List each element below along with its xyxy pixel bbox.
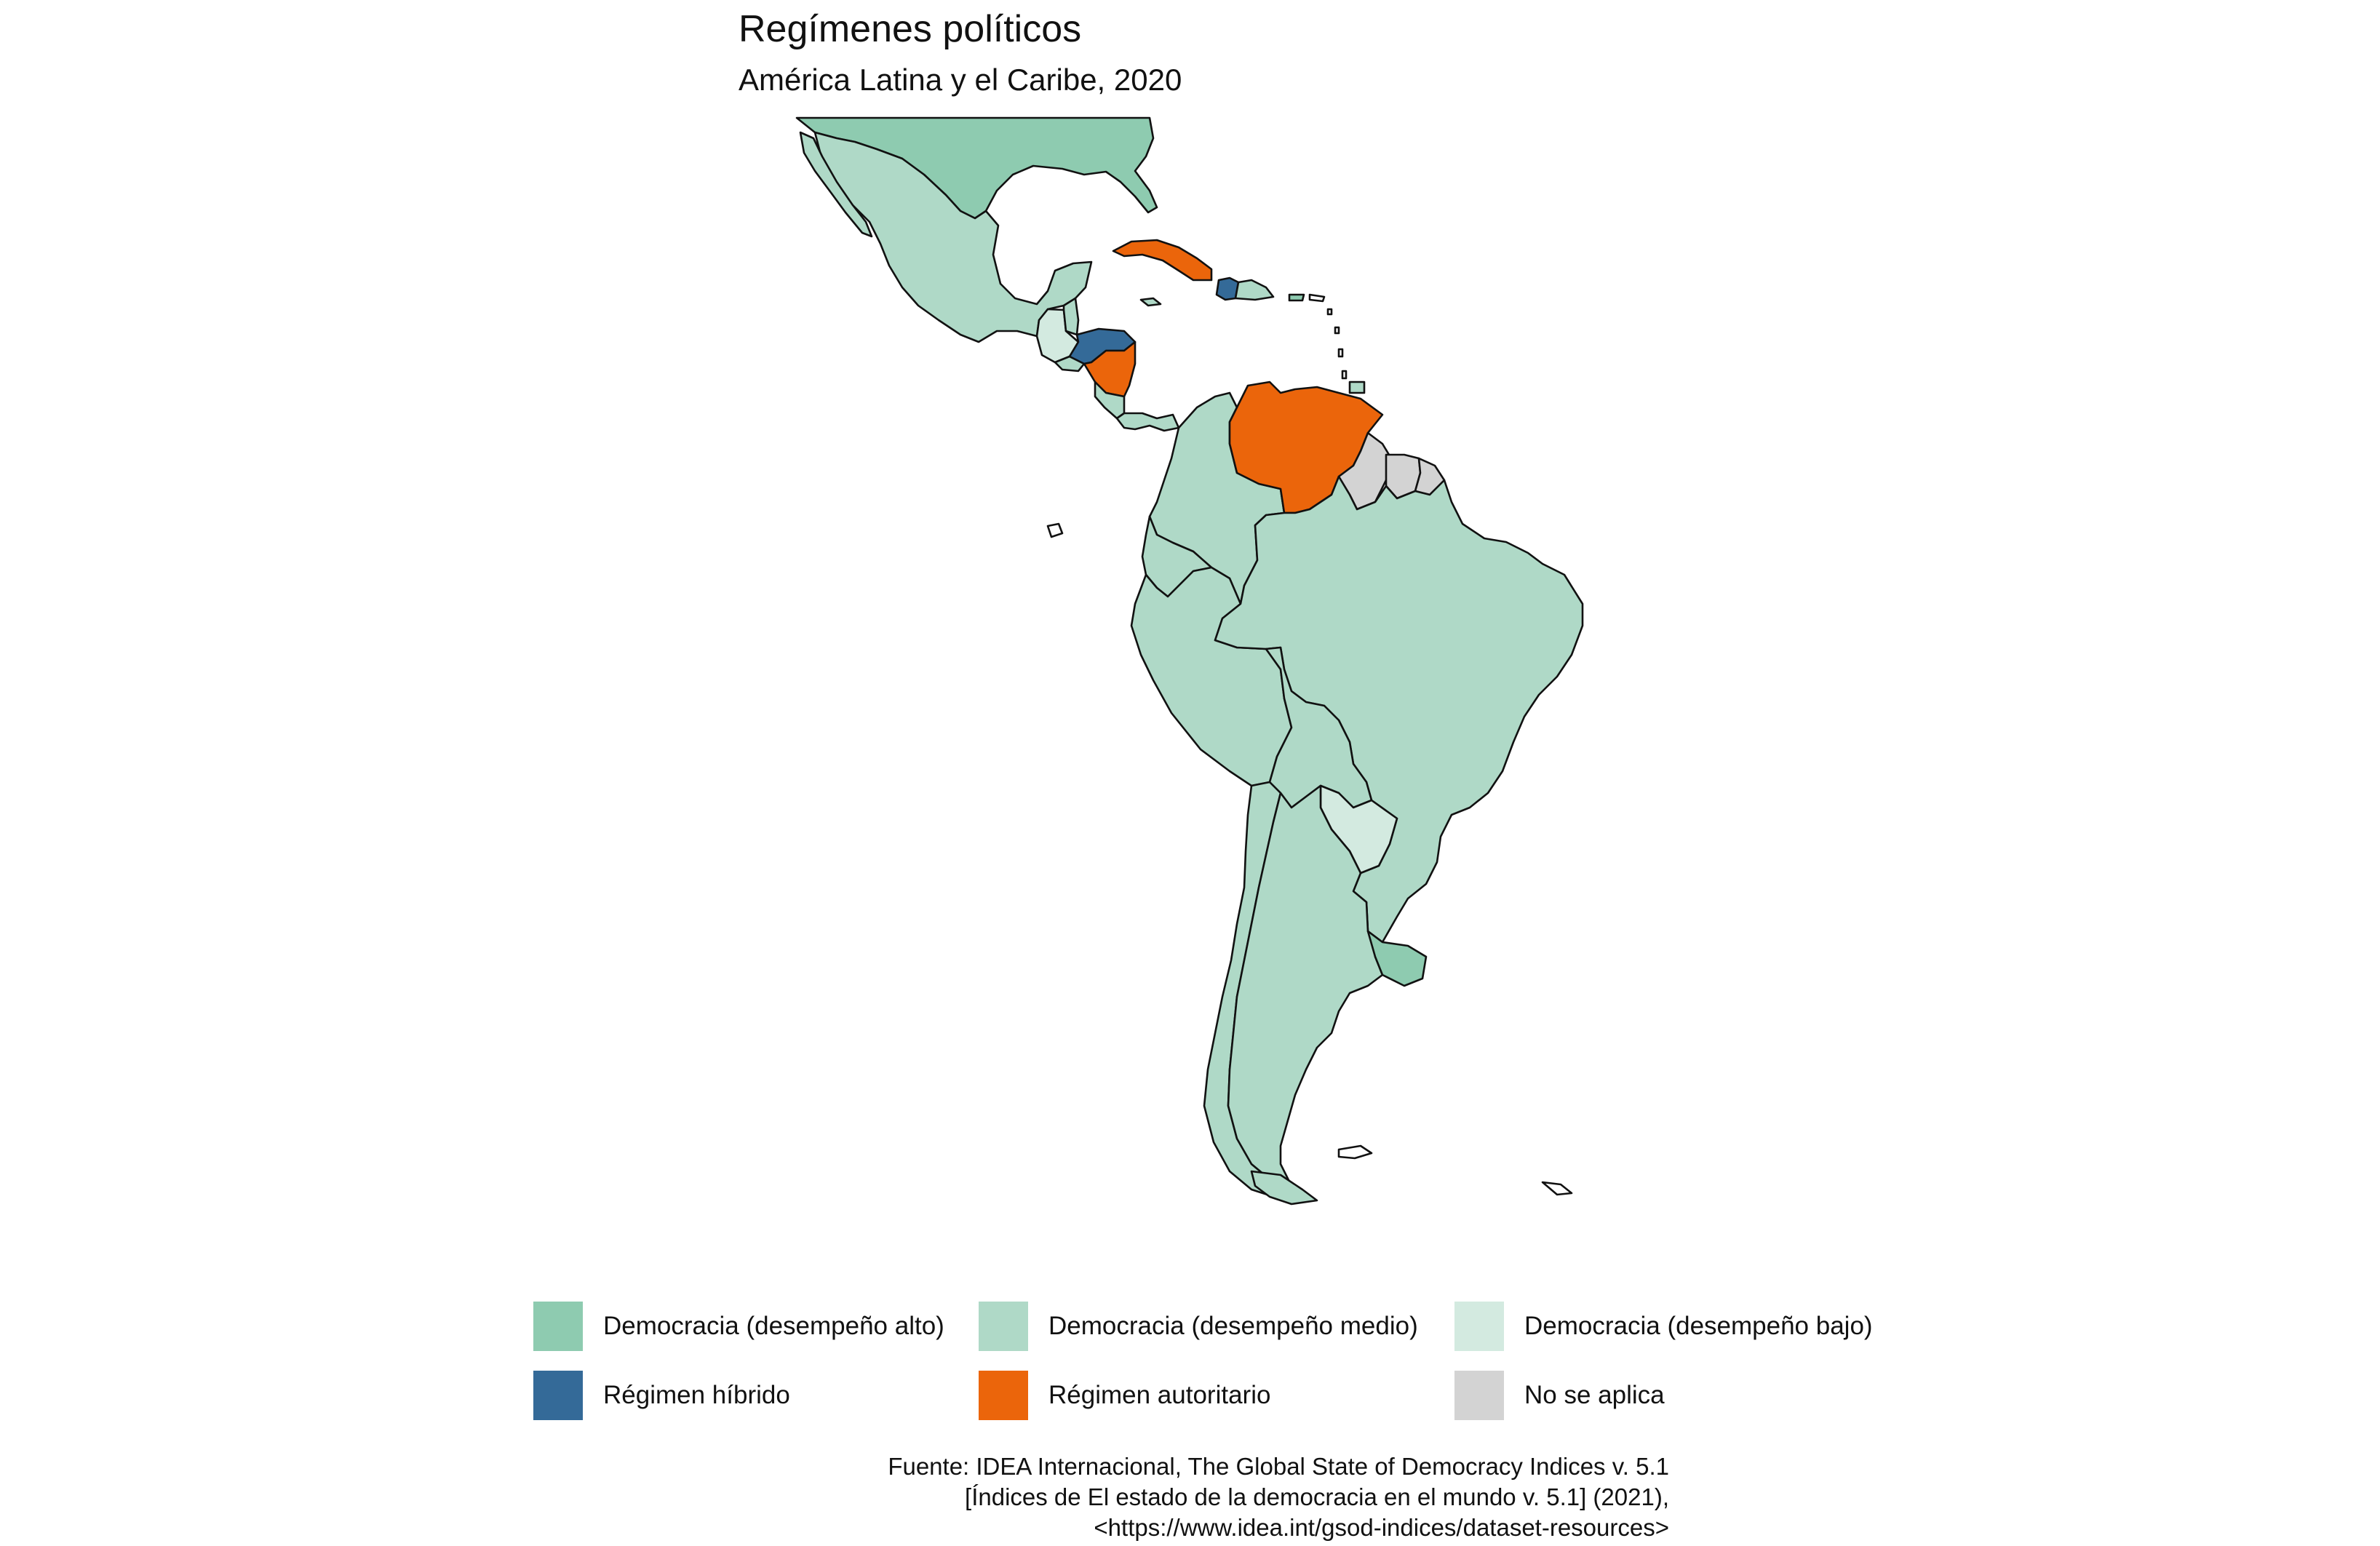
island-trinidad [1348, 380, 1366, 394]
legend-item: Democracia (desempeño alto) [533, 1301, 944, 1352]
country-dominican-republic[interactable] [1234, 279, 1275, 301]
island-south-georgia [1541, 1181, 1573, 1196]
country-argentina[interactable] [1227, 784, 1384, 1195]
island-lesser-antilles [1308, 293, 1348, 380]
country-mexico-baja[interactable] [799, 131, 873, 238]
country-cuba[interactable] [1112, 239, 1213, 282]
legend-label: Democracia (desempeño medio) [1048, 1312, 1418, 1340]
legend-label: Democracia (desempeño alto) [603, 1312, 944, 1340]
country-mexico[interactable] [813, 131, 1093, 343]
legend: Democracia (desempeño alto) Democracia (… [533, 1301, 1916, 1432]
legend-label: Régimen autoritario [1048, 1381, 1271, 1409]
legend-item: No se aplica [1454, 1370, 1665, 1421]
country-belize[interactable] [1062, 297, 1080, 336]
map-subtitle: América Latina y el Caribe, 2020 [739, 63, 1182, 97]
legend-swatch [979, 1371, 1028, 1420]
country-puerto-rico[interactable] [1288, 293, 1305, 302]
legend-swatch [1454, 1302, 1504, 1351]
country-uruguay[interactable] [1366, 930, 1428, 987]
source-caption: Fuente: IDEA Internacional, The Global S… [888, 1451, 1669, 1543]
source-line: [Índices de El estado de la democracia e… [965, 1483, 1669, 1510]
legend-item: Régimen híbrido [533, 1370, 790, 1421]
country-tierra-del-fuego[interactable] [1250, 1170, 1318, 1206]
legend-swatch [533, 1302, 583, 1351]
country-panama[interactable] [1115, 412, 1180, 432]
source-link[interactable]: <https://www.idea.int/gsod-indices/datas… [1094, 1514, 1669, 1541]
country-guatemala[interactable] [1035, 308, 1080, 364]
map-title: Regímenes políticos [739, 8, 1082, 50]
legend-item: Democracia (desempeño medio) [979, 1301, 1418, 1352]
legend-swatch [1454, 1371, 1504, 1420]
legend-label: No se aplica [1524, 1381, 1665, 1409]
legend-swatch [979, 1302, 1028, 1351]
country-jamaica[interactable] [1139, 297, 1162, 307]
legend-item: Régimen autoritario [979, 1370, 1270, 1421]
source-line: Fuente: IDEA Internacional, The Global S… [888, 1453, 1669, 1480]
legend-label: Democracia (desempeño bajo) [1524, 1312, 1873, 1340]
island-falklands [1337, 1144, 1373, 1160]
legend-label: Régimen híbrido [603, 1381, 790, 1409]
latin-america-map [795, 116, 1584, 1206]
legend-swatch [533, 1371, 583, 1420]
legend-item: Democracia (desempeño bajo) [1454, 1301, 1873, 1352]
island-galapagos [1046, 522, 1064, 538]
